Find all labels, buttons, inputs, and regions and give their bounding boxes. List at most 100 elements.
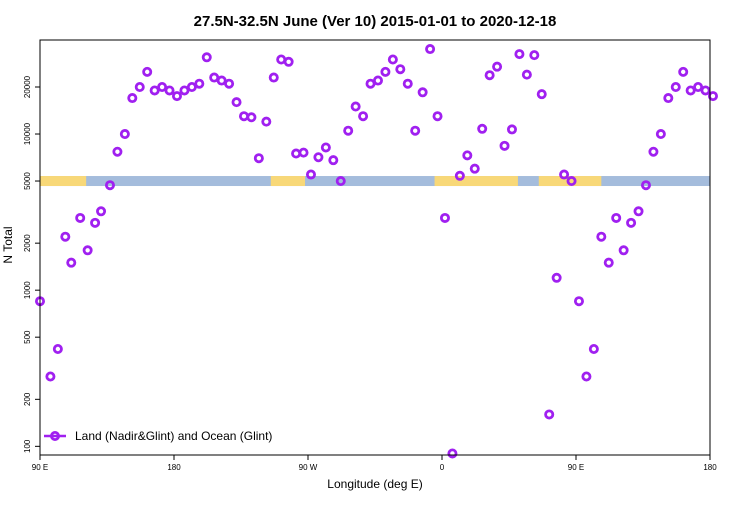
plot-frame — [39, 39, 711, 456]
data-point — [559, 169, 570, 180]
x-tick-label-4: 90 E — [568, 463, 584, 472]
data-point — [387, 54, 398, 65]
land-band-segment-0 — [40, 176, 87, 187]
data-point — [96, 206, 107, 217]
data-point — [663, 93, 674, 104]
data-point — [417, 87, 428, 98]
data-point — [134, 82, 145, 93]
y-tick-label-3: 1000 — [23, 281, 32, 299]
data-point — [633, 206, 644, 217]
data-point — [119, 129, 130, 140]
data-point — [573, 296, 584, 307]
data-point — [372, 75, 383, 86]
x-tick-label-3: 0 — [440, 463, 445, 472]
data-point — [439, 212, 450, 223]
data-point — [581, 371, 592, 382]
ocean-band — [40, 176, 710, 187]
data-point — [171, 91, 182, 102]
data-point — [425, 44, 436, 55]
x-tick-label-2: 90 W — [299, 463, 318, 472]
data-point — [454, 170, 465, 181]
data-points — [35, 44, 718, 459]
land-band-segment-1 — [270, 176, 306, 187]
y-tick-label-6: 10000 — [23, 122, 32, 145]
land-band-segment-2 — [434, 176, 518, 187]
data-point — [291, 148, 302, 159]
data-point — [707, 91, 718, 102]
data-point — [201, 52, 212, 63]
surface-band — [40, 176, 710, 187]
data-point — [395, 64, 406, 75]
legend: Land (Nadir&Glint) and Ocean (Glint) — [44, 429, 272, 443]
data-point — [320, 142, 331, 153]
chart-title: 27.5N-32.5N June (Ver 10) 2015-01-01 to … — [194, 13, 557, 30]
y-axis-label: N Total — [1, 226, 15, 263]
data-point — [350, 101, 361, 112]
y-tick-label-2: 500 — [23, 330, 32, 344]
data-point — [305, 169, 316, 180]
data-point — [640, 180, 651, 191]
x-tick-label-1: 180 — [167, 463, 181, 472]
data-point — [45, 371, 56, 382]
data-point — [66, 257, 77, 268]
data-point — [82, 245, 93, 256]
data-point — [521, 69, 532, 80]
data-point — [477, 123, 488, 134]
data-point — [514, 49, 525, 60]
data-point — [626, 217, 637, 228]
legend-label: Land (Nadir&Glint) and Ocean (Glint) — [75, 429, 272, 443]
data-point — [566, 176, 577, 187]
data-point — [104, 180, 115, 191]
data-point — [224, 78, 235, 89]
data-point — [655, 129, 666, 140]
data-point — [142, 66, 153, 77]
y-tick-label-5: 5000 — [23, 172, 32, 190]
land-band-segment-3 — [538, 176, 602, 187]
y-tick-label-1: 200 — [23, 392, 32, 406]
y-tick-label-4: 2000 — [23, 234, 32, 252]
data-point — [544, 409, 555, 420]
data-point — [484, 70, 495, 81]
data-point — [529, 50, 540, 61]
data-point — [60, 231, 71, 242]
data-point — [685, 85, 696, 96]
data-point — [283, 56, 294, 67]
data-point — [618, 245, 629, 256]
data-point — [246, 112, 257, 123]
data-point — [149, 85, 160, 96]
data-point — [611, 212, 622, 223]
data-point — [410, 125, 421, 136]
data-point — [194, 78, 205, 89]
data-point — [261, 116, 272, 127]
data-point — [447, 448, 458, 459]
data-point — [596, 231, 607, 242]
data-point — [693, 82, 704, 93]
data-point — [551, 272, 562, 283]
data-point — [298, 147, 309, 158]
data-point — [506, 124, 517, 135]
legend-marker — [50, 430, 61, 441]
data-point — [380, 66, 391, 77]
data-point — [90, 217, 101, 228]
data-point — [179, 85, 190, 96]
data-point — [268, 72, 279, 83]
x-axis-label: Longitude (deg E) — [327, 477, 422, 491]
data-point — [313, 152, 324, 163]
data-point — [358, 111, 369, 122]
data-point — [157, 82, 168, 93]
data-point — [700, 85, 711, 96]
x-tick-label-5: 180 — [703, 463, 717, 472]
data-point — [402, 78, 413, 89]
data-point — [335, 176, 346, 187]
data-point — [343, 125, 354, 136]
axes: 90 E 180 90 W 0 90 E 180 100 200 500 1000 2000 5000… — [23, 75, 717, 472]
data-point — [603, 257, 614, 268]
data-point — [127, 93, 138, 104]
data-point — [648, 146, 659, 157]
data-point — [492, 61, 503, 72]
data-point — [231, 97, 242, 108]
data-point — [536, 89, 547, 100]
data-point — [238, 111, 249, 122]
